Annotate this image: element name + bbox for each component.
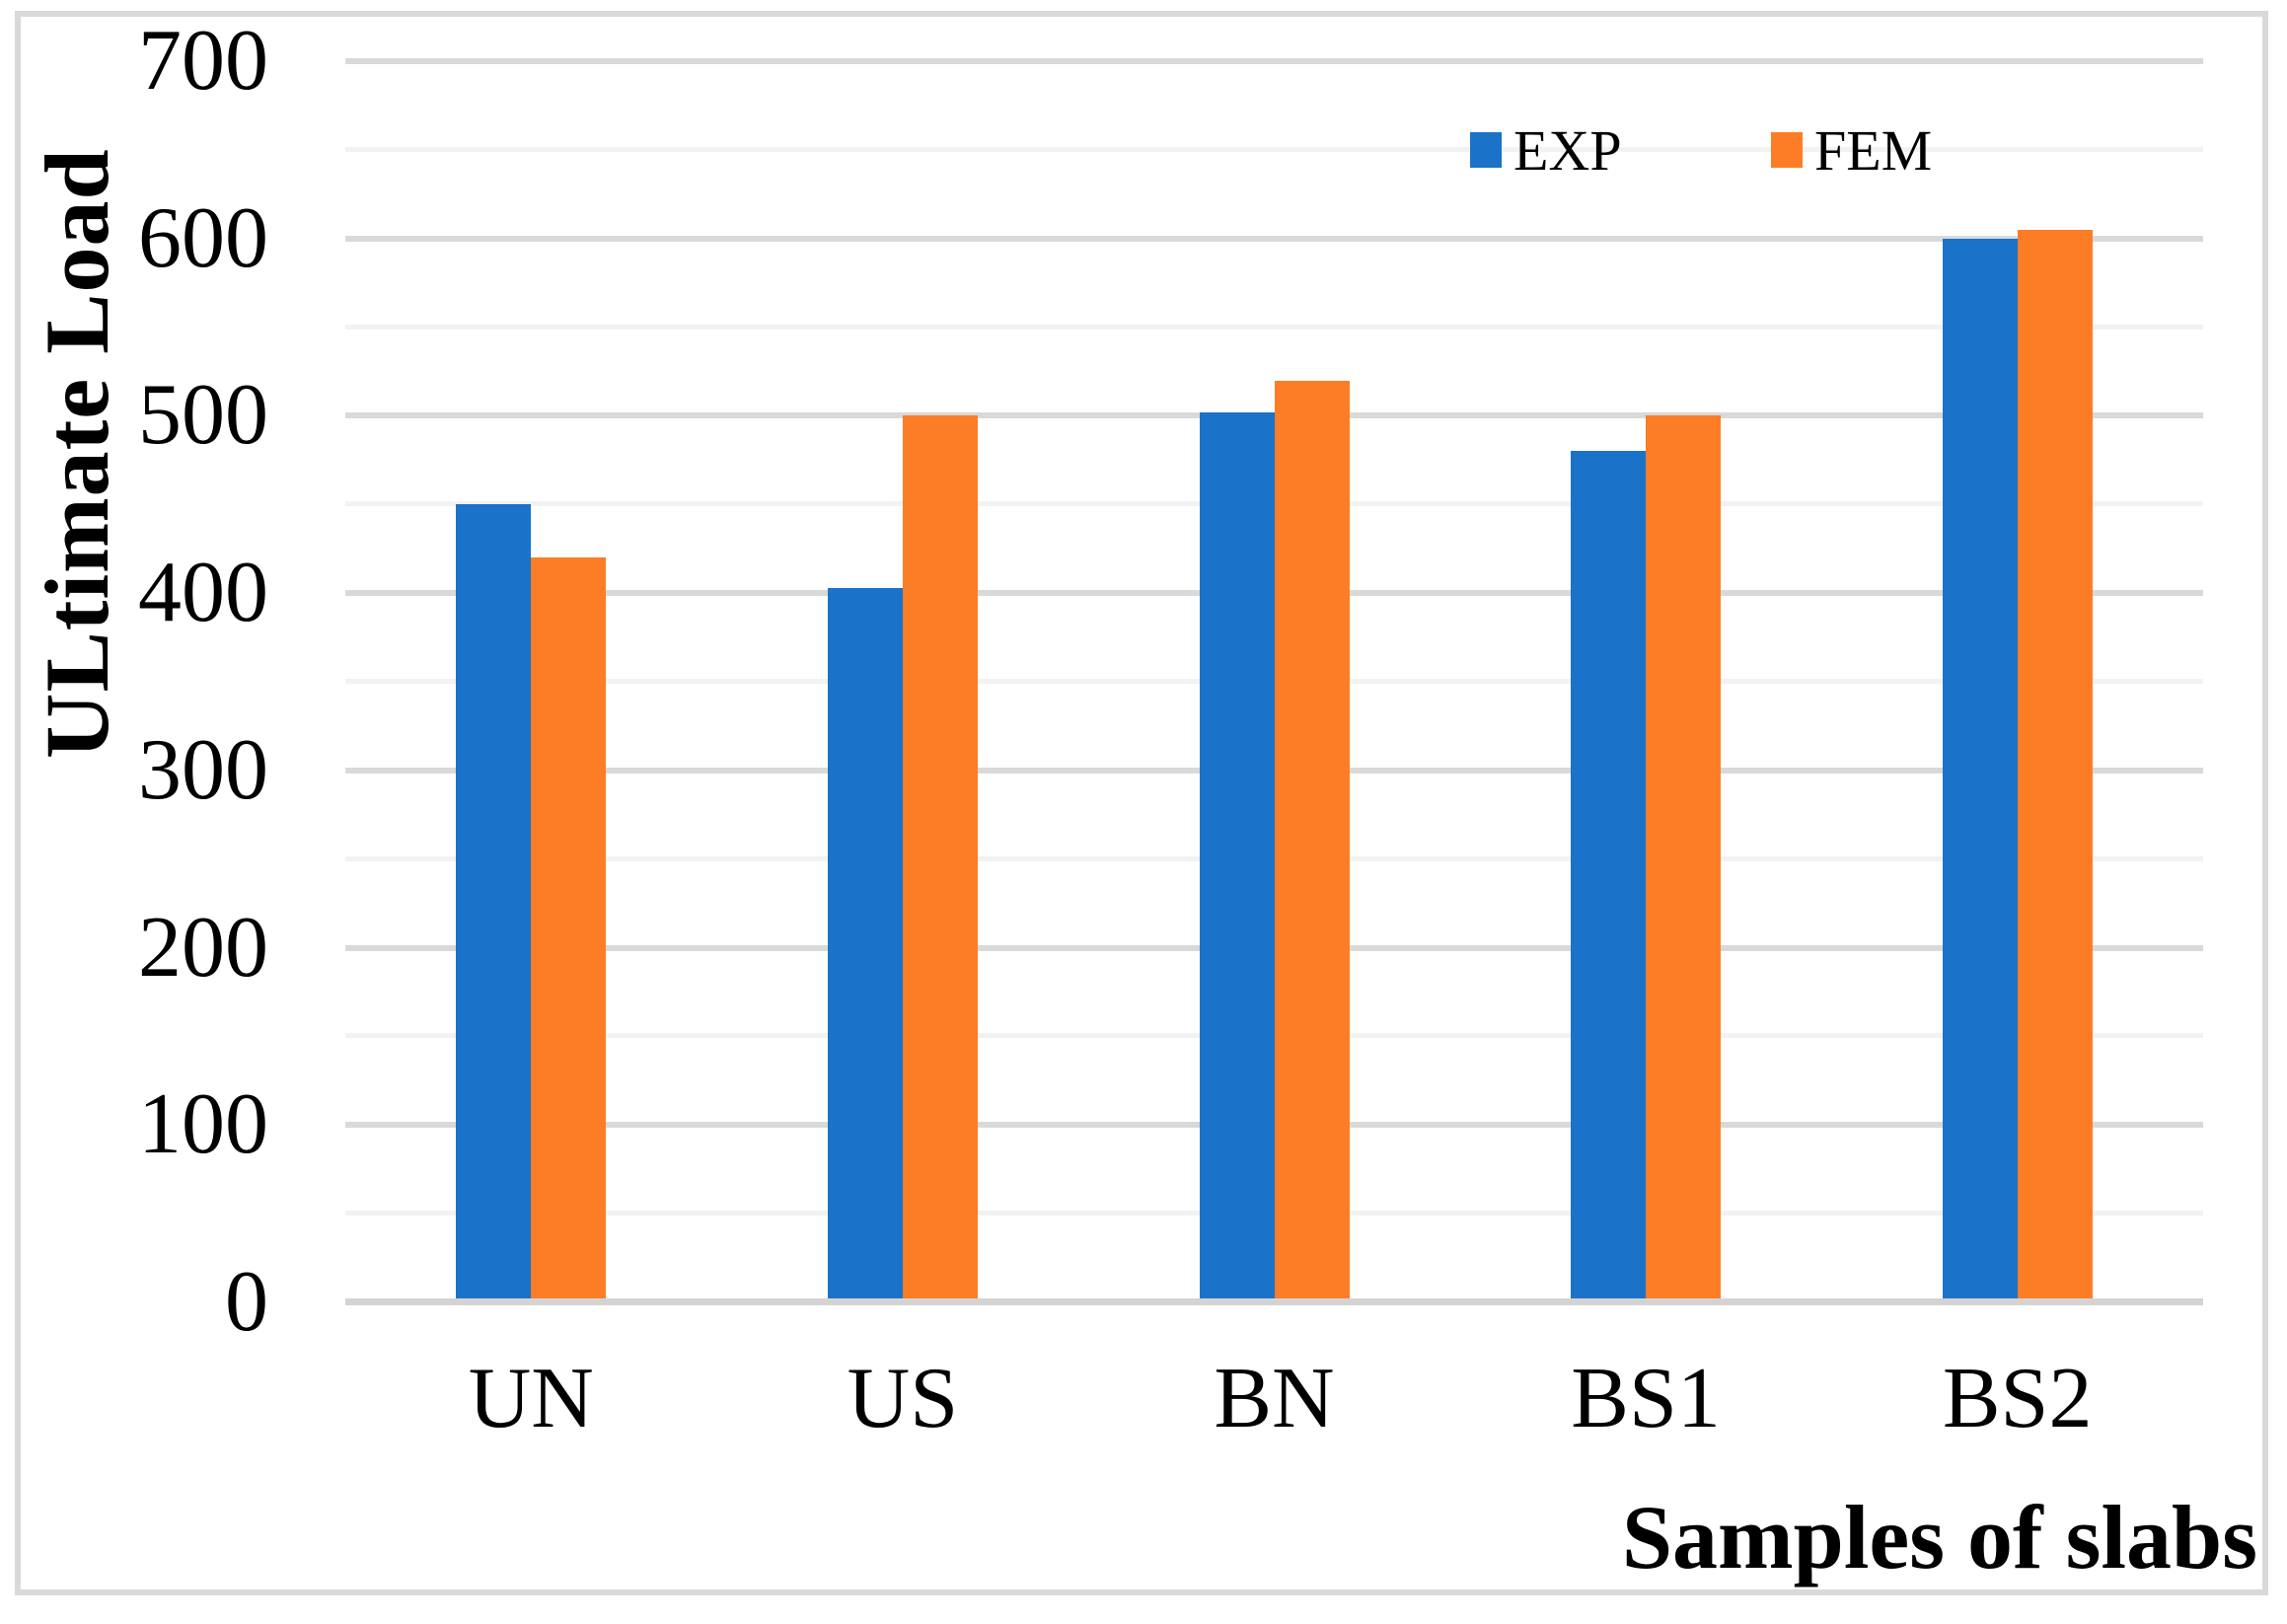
gridline-700: [345, 58, 2203, 64]
x-axis-category-labels: UN US BN BS1 BS2: [345, 1350, 2203, 1448]
x-label-us: US: [847, 1351, 959, 1446]
gridline-550: [345, 324, 2203, 330]
y-tick-700: 700: [138, 13, 268, 109]
legend-label-exp: EXP: [1513, 117, 1622, 183]
bar-fem-bs2: [2017, 229, 2093, 1298]
legend-swatch-fem-icon: [1771, 132, 1803, 168]
y-tick-200: 200: [138, 899, 268, 996]
bar-fem-bn: [1274, 380, 1350, 1298]
gridline-600: [345, 235, 2203, 242]
x-label-bn: BN: [1214, 1351, 1335, 1446]
y-tick-500: 500: [138, 367, 268, 464]
x-label-un: UN: [468, 1351, 594, 1446]
bar-fem-bs1: [1646, 415, 1722, 1298]
y-tick-0: 0: [225, 1254, 268, 1350]
x-axis-baseline: [345, 1298, 2203, 1305]
bar-exp-us: [827, 587, 903, 1298]
gridline-650: [345, 146, 2203, 152]
y-tick-600: 600: [138, 189, 268, 286]
bar-fem-un: [531, 557, 607, 1298]
y-tick-300: 300: [138, 721, 268, 818]
bar-exp-bn: [1199, 411, 1275, 1298]
bar-exp-bs2: [1942, 238, 2018, 1298]
plot-area: [345, 58, 2203, 1305]
y-tick-100: 100: [138, 1076, 268, 1173]
legend-item-fem: FEM: [1771, 117, 1933, 183]
x-axis-title: Samples of slabs: [1621, 1487, 2257, 1587]
bar-exp-un: [456, 504, 532, 1298]
bar-exp-bs1: [1571, 451, 1647, 1298]
x-label-bs2: BS2: [1942, 1351, 2093, 1446]
x-label-bs1: BS1: [1571, 1351, 1721, 1446]
chart-outer-border: [15, 11, 2268, 1595]
bar-fem-us: [902, 415, 978, 1298]
legend-item-exp: EXP: [1470, 117, 1622, 183]
legend-label-fem: FEM: [1814, 117, 1933, 183]
y-tick-400: 400: [138, 545, 268, 641]
legend-swatch-exp-icon: [1470, 132, 1502, 168]
